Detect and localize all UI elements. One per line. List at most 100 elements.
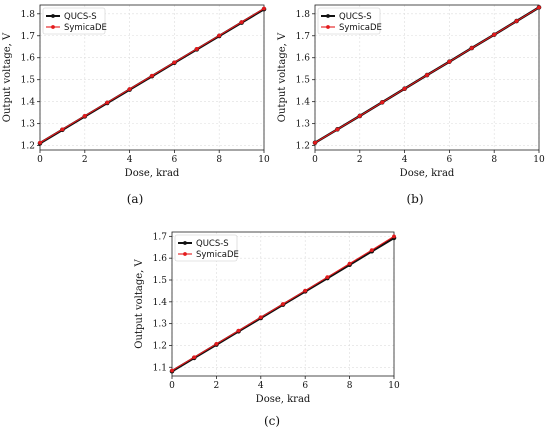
data-point-symicade: [392, 234, 396, 239]
data-point-symicade: [469, 46, 474, 50]
legend-label: SymicaDE: [196, 250, 239, 260]
data-point-symicade: [150, 73, 154, 78]
x-tick-label: 0: [37, 155, 43, 165]
data-point-symicade: [514, 19, 519, 23]
data-point-symicade: [194, 47, 199, 51]
data-point-symicade: [262, 6, 266, 11]
data-point-symicade: [313, 140, 317, 145]
legend-label: SymicaDE: [339, 23, 382, 33]
y-tick-label: 1.6: [21, 54, 36, 64]
x-axis-label: Dose, krad: [256, 394, 311, 405]
x-tick-label: 4: [127, 155, 133, 165]
x-tick-label: 2: [357, 155, 363, 165]
data-point-symicade: [214, 342, 219, 346]
data-point-symicade: [170, 368, 174, 373]
data-point-symicade: [369, 248, 374, 253]
x-axis-label: Dose, krad: [125, 168, 180, 179]
legend-label: QUCS-S: [64, 12, 97, 22]
y-tick-label: 1.5: [153, 276, 168, 286]
data-point-symicade: [60, 127, 65, 132]
y-tick-label: 1.3: [21, 120, 36, 130]
x-tick-label: 0: [312, 155, 318, 165]
y-tick-label: 1.5: [296, 76, 311, 86]
data-point-symicade: [82, 114, 87, 118]
chart-panel-b: 0 2 4 6 8 10 1.2 1.3 1.4 1.5 1.6 1.7 1.8 Dose, krad Ou…: [275, 0, 550, 210]
legend-marker: [51, 25, 55, 29]
y-tick-label: 1.7: [153, 232, 168, 242]
data-point-symicade: [172, 60, 177, 65]
chart-panel-c: 0 2 4 6 8 10 1.1 1.2 1.3 1.4 1.5 1.6 1.7 Dose, krad Ou…: [130, 222, 405, 412]
y-tick-label: 1.8: [21, 10, 36, 20]
chart-b: 0 2 4 6 8 10 1.2 1.3 1.4 1.5 1.6 1.7 1.8 Dose, krad Ou…: [277, 4, 545, 179]
legend-marker: [183, 252, 187, 256]
data-point-symicade: [425, 73, 429, 77]
x-tick-label: 6: [172, 155, 178, 165]
y-tick-label: 1.3: [296, 120, 311, 130]
data-point-symicade: [281, 302, 285, 306]
y-tick-label: 1.7: [296, 32, 311, 42]
y-axis-label: Output voltage, V: [277, 32, 288, 122]
data-point-symicade: [492, 32, 497, 37]
legend-label: SymicaDE: [64, 23, 107, 33]
plot-frame: [39, 4, 265, 151]
chart-panel-a: 0 2 4 6 8 10 1.2 1.3 1.4 1.5 1.6 1.7 1.8 Dose, krad Ou…: [0, 0, 275, 210]
x-tick-label: 4: [258, 381, 264, 391]
data-point-symicade: [105, 100, 110, 105]
x-tick-label: 8: [491, 155, 497, 165]
x-tick-label: 6: [447, 155, 453, 165]
y-axis-label: Output voltage, V: [134, 259, 145, 349]
plot-frame: [314, 4, 540, 151]
y-tick-label: 1.4: [296, 98, 311, 108]
plot-frame: [171, 231, 395, 377]
y-tick-label: 1.3: [153, 320, 168, 330]
data-point-symicade: [537, 5, 541, 10]
y-tick-label: 1.5: [21, 76, 36, 86]
x-axis-label: Dose, krad: [400, 168, 455, 179]
data-point-symicade: [258, 315, 263, 320]
data-point-symicade: [38, 140, 42, 145]
legend-marker: [326, 14, 330, 18]
y-tick-label: 1.4: [21, 98, 36, 108]
y-tick-label: 1.6: [296, 54, 311, 64]
x-tick-label: 10: [388, 381, 400, 391]
data-point-symicade: [239, 20, 244, 25]
x-tick-label: 6: [302, 381, 308, 391]
legend-marker: [326, 25, 330, 29]
data-point-symicade: [192, 355, 197, 360]
y-axis-label: Output voltage, V: [2, 32, 13, 122]
x-tick-label: 4: [402, 155, 408, 165]
y-tick-label: 1.2: [296, 142, 310, 152]
data-point-symicade: [402, 86, 407, 91]
x-tick-label: 2: [214, 381, 220, 391]
caption-a: (a): [126, 192, 144, 206]
legend-label: QUCS-S: [196, 239, 229, 249]
y-tick-label: 1.6: [153, 254, 168, 264]
legend-marker: [183, 241, 187, 245]
data-point-symicade: [303, 288, 308, 293]
data-point-symicade: [325, 275, 330, 280]
y-tick-label: 1.7: [21, 32, 36, 42]
x-tick-label: 10: [258, 155, 270, 165]
y-tick-label: 1.2: [153, 341, 167, 351]
data-point-symicade: [447, 59, 452, 64]
data-point-symicade: [127, 87, 132, 92]
data-point-symicade: [347, 261, 352, 266]
x-tick-label: 0: [169, 381, 175, 391]
x-tick-label: 8: [347, 381, 353, 391]
caption-c: (c): [263, 414, 281, 428]
data-point-symicade: [217, 33, 222, 38]
y-tick-label: 1.4: [153, 298, 168, 308]
chart-c: 0 2 4 6 8 10 1.1 1.2 1.3 1.4 1.5 1.6 1.7 Dose, krad Ou…: [134, 231, 400, 405]
data-point-symicade: [236, 328, 241, 333]
x-tick-label: 10: [533, 155, 545, 165]
data-point-symicade: [357, 114, 362, 118]
legend-marker: [51, 14, 55, 18]
y-tick-label: 1.8: [296, 10, 311, 20]
caption-b: (b): [406, 192, 424, 206]
y-tick-label: 1.2: [21, 142, 35, 152]
x-tick-label: 2: [82, 155, 88, 165]
x-tick-label: 8: [216, 155, 222, 165]
data-point-symicade: [380, 100, 385, 105]
data-point-symicade: [335, 127, 340, 132]
legend-label: QUCS-S: [339, 12, 372, 22]
